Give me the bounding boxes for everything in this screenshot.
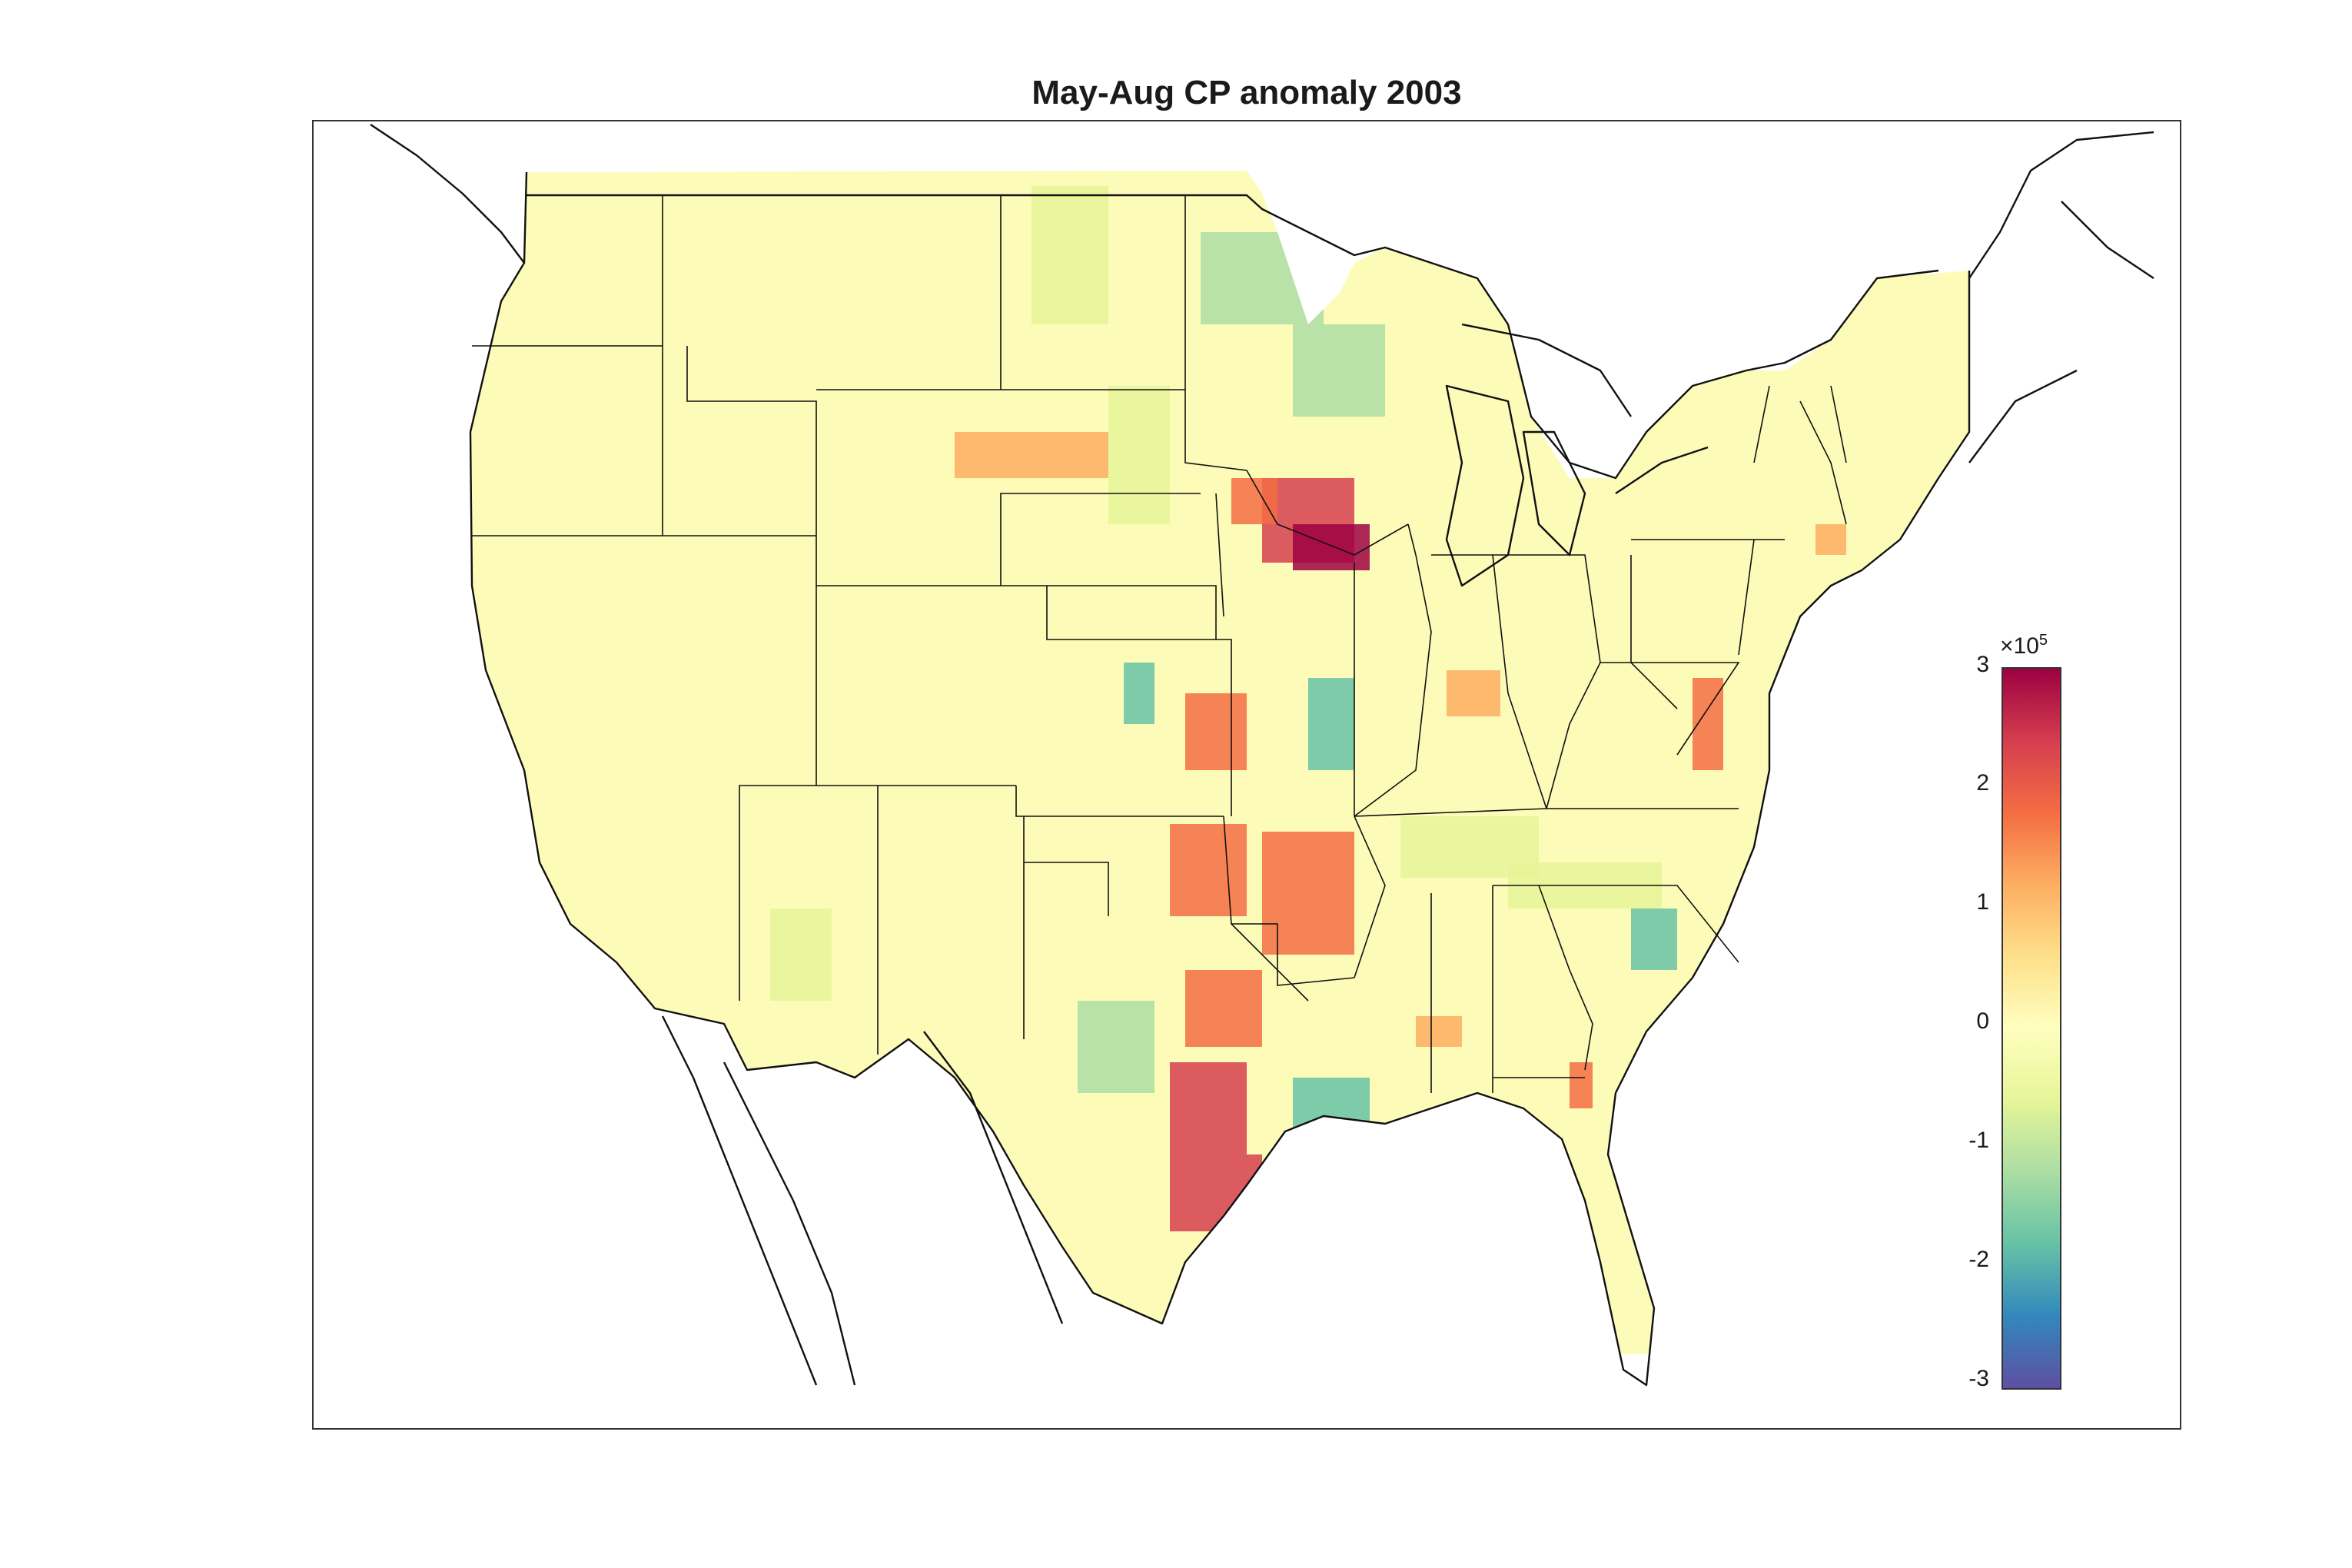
anomaly-cell (1308, 678, 1354, 770)
mexico-coast (661, 1015, 1064, 1386)
anomaly-cell (1185, 693, 1247, 770)
anomaly-cell (1293, 324, 1385, 417)
coast-north (370, 124, 2154, 463)
us-map (370, 124, 2154, 1387)
anomaly-cell (1031, 186, 1108, 324)
anomaly-cell (1170, 1154, 1262, 1231)
anomaly-cell (1231, 478, 1277, 524)
colorbar-tick: 3 (1976, 652, 1989, 677)
anomaly-cell (1124, 663, 1154, 724)
anomaly-cell (1170, 824, 1247, 916)
anomaly-cell (1631, 909, 1677, 970)
country-outline (469, 171, 1971, 1387)
anomaly-cell (1185, 970, 1262, 1047)
anomaly-cell (1262, 832, 1354, 955)
state-borders (472, 195, 1847, 1093)
anomaly-cell (1078, 1001, 1154, 1093)
map-axes (312, 120, 2181, 1430)
colorbar-tick: -1 (1968, 1128, 1989, 1153)
anomaly-cell (1201, 232, 1324, 324)
anomaly-cell (1108, 386, 1170, 524)
colorbar-tick: -3 (1968, 1366, 1989, 1391)
anomaly-cell (1293, 524, 1370, 570)
colorbar-tick: 2 (1976, 770, 1989, 796)
map-title: May-Aug CP anomaly 2003 (1031, 74, 1462, 111)
anomaly-cell (1416, 1016, 1462, 1047)
colorbar-tick: 1 (1976, 889, 1989, 915)
colorbar-tick: -2 (1968, 1247, 1989, 1272)
colorbar-tick: 0 (1976, 1008, 1989, 1034)
anomaly-cell (1170, 1062, 1247, 1154)
anomaly-cell (1570, 1062, 1593, 1108)
anomaly-cell (1447, 670, 1500, 716)
anomaly-cell (770, 909, 832, 1001)
anomaly-cell (955, 432, 1108, 478)
colorbar (2002, 667, 2061, 1390)
colorbar-exponent: ×105 (2000, 632, 2048, 659)
canada-border (527, 194, 1939, 480)
great-lakes (1445, 323, 1709, 587)
anomaly-cell (1293, 1078, 1370, 1154)
anomaly-cell (1815, 524, 1846, 555)
anomaly-cell (1554, 1201, 1585, 1262)
